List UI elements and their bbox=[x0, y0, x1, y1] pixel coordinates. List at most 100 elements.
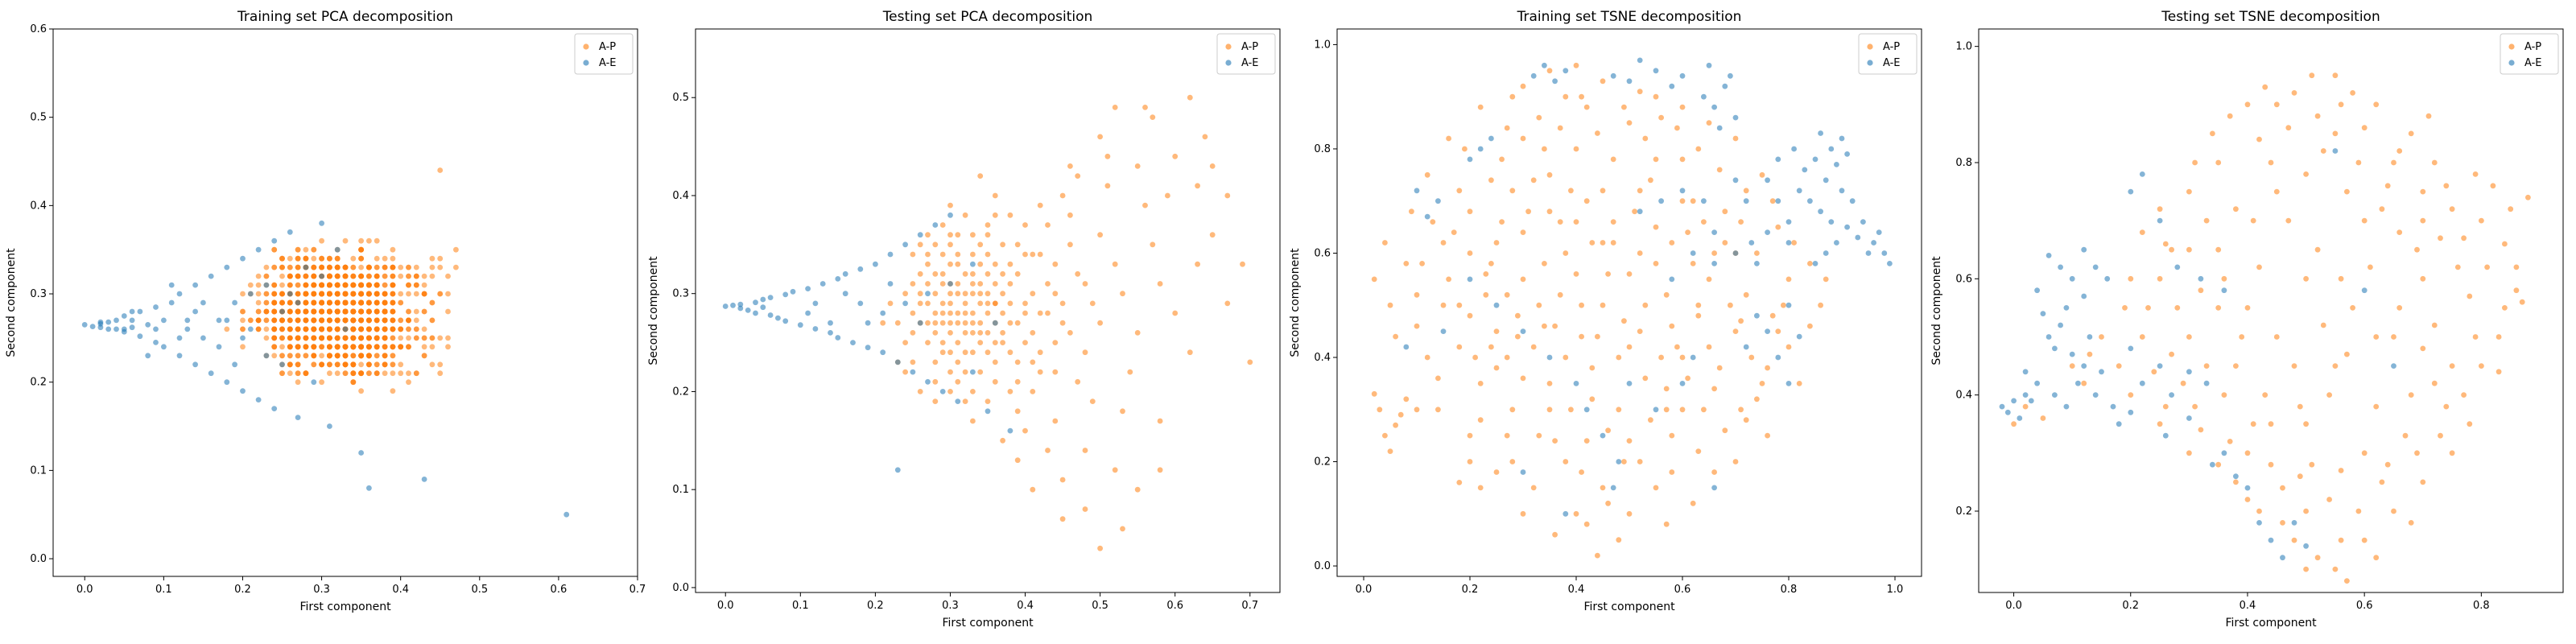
point-A-P bbox=[263, 273, 270, 279]
point-A-P bbox=[2239, 334, 2245, 340]
point-A-P bbox=[413, 370, 419, 377]
point-A-P bbox=[1695, 448, 1702, 454]
point-A-P bbox=[1414, 291, 1420, 298]
point-A-P bbox=[366, 344, 372, 350]
point-A-P bbox=[1711, 386, 1718, 392]
point-A-P bbox=[1187, 94, 1193, 101]
point-A-P bbox=[406, 335, 411, 341]
point-A-P bbox=[1052, 340, 1059, 345]
point-A-E bbox=[255, 397, 262, 402]
point-A-P bbox=[358, 255, 364, 262]
point-A-P bbox=[1546, 381, 1553, 386]
point-A-P bbox=[303, 326, 309, 332]
point-A-P bbox=[910, 310, 916, 316]
point-A-P bbox=[311, 299, 317, 306]
legend-marker bbox=[583, 43, 589, 50]
point-A-E bbox=[828, 330, 833, 336]
point-A-P bbox=[255, 326, 262, 332]
point-A-P bbox=[358, 317, 364, 324]
point-A-P bbox=[406, 308, 411, 315]
point-A-E bbox=[1732, 114, 1739, 121]
point-A-P bbox=[925, 232, 931, 238]
x-axis-label: First component bbox=[942, 617, 1034, 630]
point-A-P bbox=[977, 291, 984, 297]
point-A-P bbox=[406, 379, 411, 386]
point-A-P bbox=[1626, 510, 1633, 517]
point-A-E bbox=[184, 326, 191, 332]
point-A-E bbox=[805, 310, 811, 316]
point-A-P bbox=[2221, 275, 2227, 282]
point-A-P bbox=[1573, 510, 1579, 517]
point-A-E bbox=[1860, 219, 1866, 225]
point-A-P bbox=[1014, 242, 1021, 248]
point-A-E bbox=[1876, 229, 1882, 235]
point-A-E bbox=[1679, 381, 1686, 386]
point-A-P bbox=[1579, 302, 1584, 308]
point-A-P bbox=[1075, 270, 1081, 277]
point-A-P bbox=[295, 344, 301, 350]
point-A-P bbox=[1150, 114, 1156, 121]
point-A-P bbox=[350, 335, 357, 341]
point-A-E bbox=[970, 369, 976, 375]
point-A-P bbox=[1022, 300, 1028, 307]
point-A-P bbox=[398, 291, 404, 297]
point-A-P bbox=[1403, 261, 1410, 266]
point-A-P bbox=[1552, 323, 1558, 329]
point-A-E bbox=[1546, 354, 1553, 361]
point-A-E bbox=[1573, 381, 1579, 386]
point-A-P bbox=[406, 264, 411, 270]
x-axis-label: First component bbox=[299, 601, 391, 613]
point-A-E bbox=[2174, 264, 2181, 270]
point-A-P bbox=[1595, 333, 1600, 340]
point-A-P bbox=[2215, 305, 2222, 311]
point-A-P bbox=[311, 361, 317, 368]
point-A-P bbox=[327, 273, 332, 279]
point-A-E bbox=[1796, 188, 1802, 194]
point-A-P bbox=[902, 291, 908, 297]
point-A-P bbox=[2344, 578, 2350, 584]
point-A-P bbox=[2350, 90, 2356, 96]
point-A-E bbox=[2099, 369, 2104, 375]
point-A-P bbox=[2361, 537, 2368, 543]
point-A-P bbox=[319, 255, 324, 262]
point-A-P bbox=[2303, 275, 2310, 282]
point-A-E bbox=[1999, 403, 2005, 410]
point-A-P bbox=[271, 317, 278, 324]
point-A-P bbox=[1104, 183, 1111, 189]
point-A-P bbox=[2280, 485, 2285, 491]
point-A-E bbox=[161, 317, 167, 324]
point-A-P bbox=[2145, 305, 2151, 311]
point-A-P bbox=[1621, 318, 1627, 324]
point-A-P bbox=[279, 344, 285, 350]
point-A-E bbox=[1583, 407, 1590, 413]
point-A-E bbox=[767, 312, 774, 318]
point-A-P bbox=[279, 353, 285, 359]
point-A-P bbox=[2291, 537, 2297, 543]
point-A-P bbox=[2396, 148, 2403, 154]
point-A-P bbox=[2285, 217, 2292, 224]
plot-title: Testing set TSNE decomposition bbox=[2161, 9, 2380, 25]
point-A-E bbox=[2046, 253, 2052, 258]
x-tick-label: 0.7 bbox=[630, 584, 646, 596]
point-A-P bbox=[985, 251, 991, 258]
point-A-P bbox=[1542, 323, 1547, 329]
point-A-P bbox=[1467, 432, 1473, 439]
point-A-P bbox=[2479, 363, 2484, 369]
axes-frame bbox=[1336, 28, 1922, 577]
point-A-P bbox=[382, 361, 388, 368]
point-A-E bbox=[168, 282, 175, 288]
point-A-E bbox=[295, 415, 301, 420]
point-A-P bbox=[1579, 93, 1584, 100]
point-A-P bbox=[1477, 417, 1484, 423]
point-A-P bbox=[358, 335, 364, 341]
point-A-E bbox=[1403, 344, 1410, 350]
point-A-E bbox=[1871, 240, 1877, 246]
point-A-P bbox=[1796, 381, 1802, 386]
point-A-P bbox=[955, 281, 961, 287]
point-A-P bbox=[2496, 334, 2502, 340]
point-A-P bbox=[1754, 250, 1760, 256]
point-A-P bbox=[925, 281, 931, 287]
legend-marker bbox=[1225, 60, 1232, 66]
point-A-P bbox=[413, 335, 419, 341]
point-A-E bbox=[737, 305, 744, 312]
